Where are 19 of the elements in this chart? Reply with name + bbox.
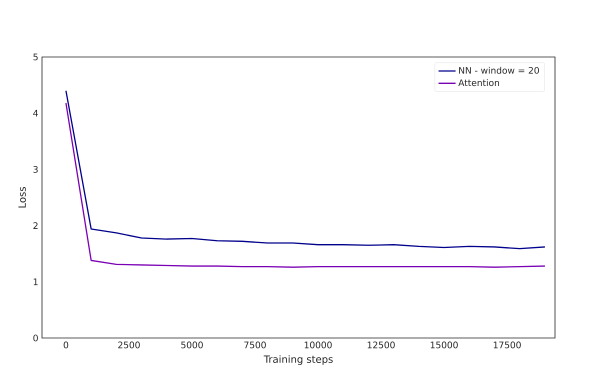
y-tick-label: 3: [33, 166, 38, 173]
y-tick-label: 4: [33, 110, 38, 116]
x-tick-label: 5000: [181, 342, 203, 348]
legend-label: NN - window = 20: [459, 66, 539, 74]
x-tick-label: 2500: [118, 342, 140, 348]
x-tick-label: 12500: [368, 342, 395, 348]
y-axis-title: Loss: [18, 187, 26, 208]
x-tick-label: 10000: [304, 342, 332, 348]
line-series: [65, 90, 546, 250]
y-tick-label: 0: [33, 334, 38, 342]
y-tick-label: 2: [33, 222, 38, 229]
legend-label: Attention: [458, 79, 500, 86]
x-tick-label: 7500: [244, 342, 266, 348]
x-tick-label: 17500: [494, 342, 521, 348]
x-axis-title: Training steps: [264, 355, 333, 365]
x-tick-label: 0: [64, 342, 68, 348]
y-tick-label: 1: [34, 278, 38, 286]
x-tick-label: 15000: [430, 342, 458, 348]
y-tick-label: 5: [33, 54, 38, 60]
